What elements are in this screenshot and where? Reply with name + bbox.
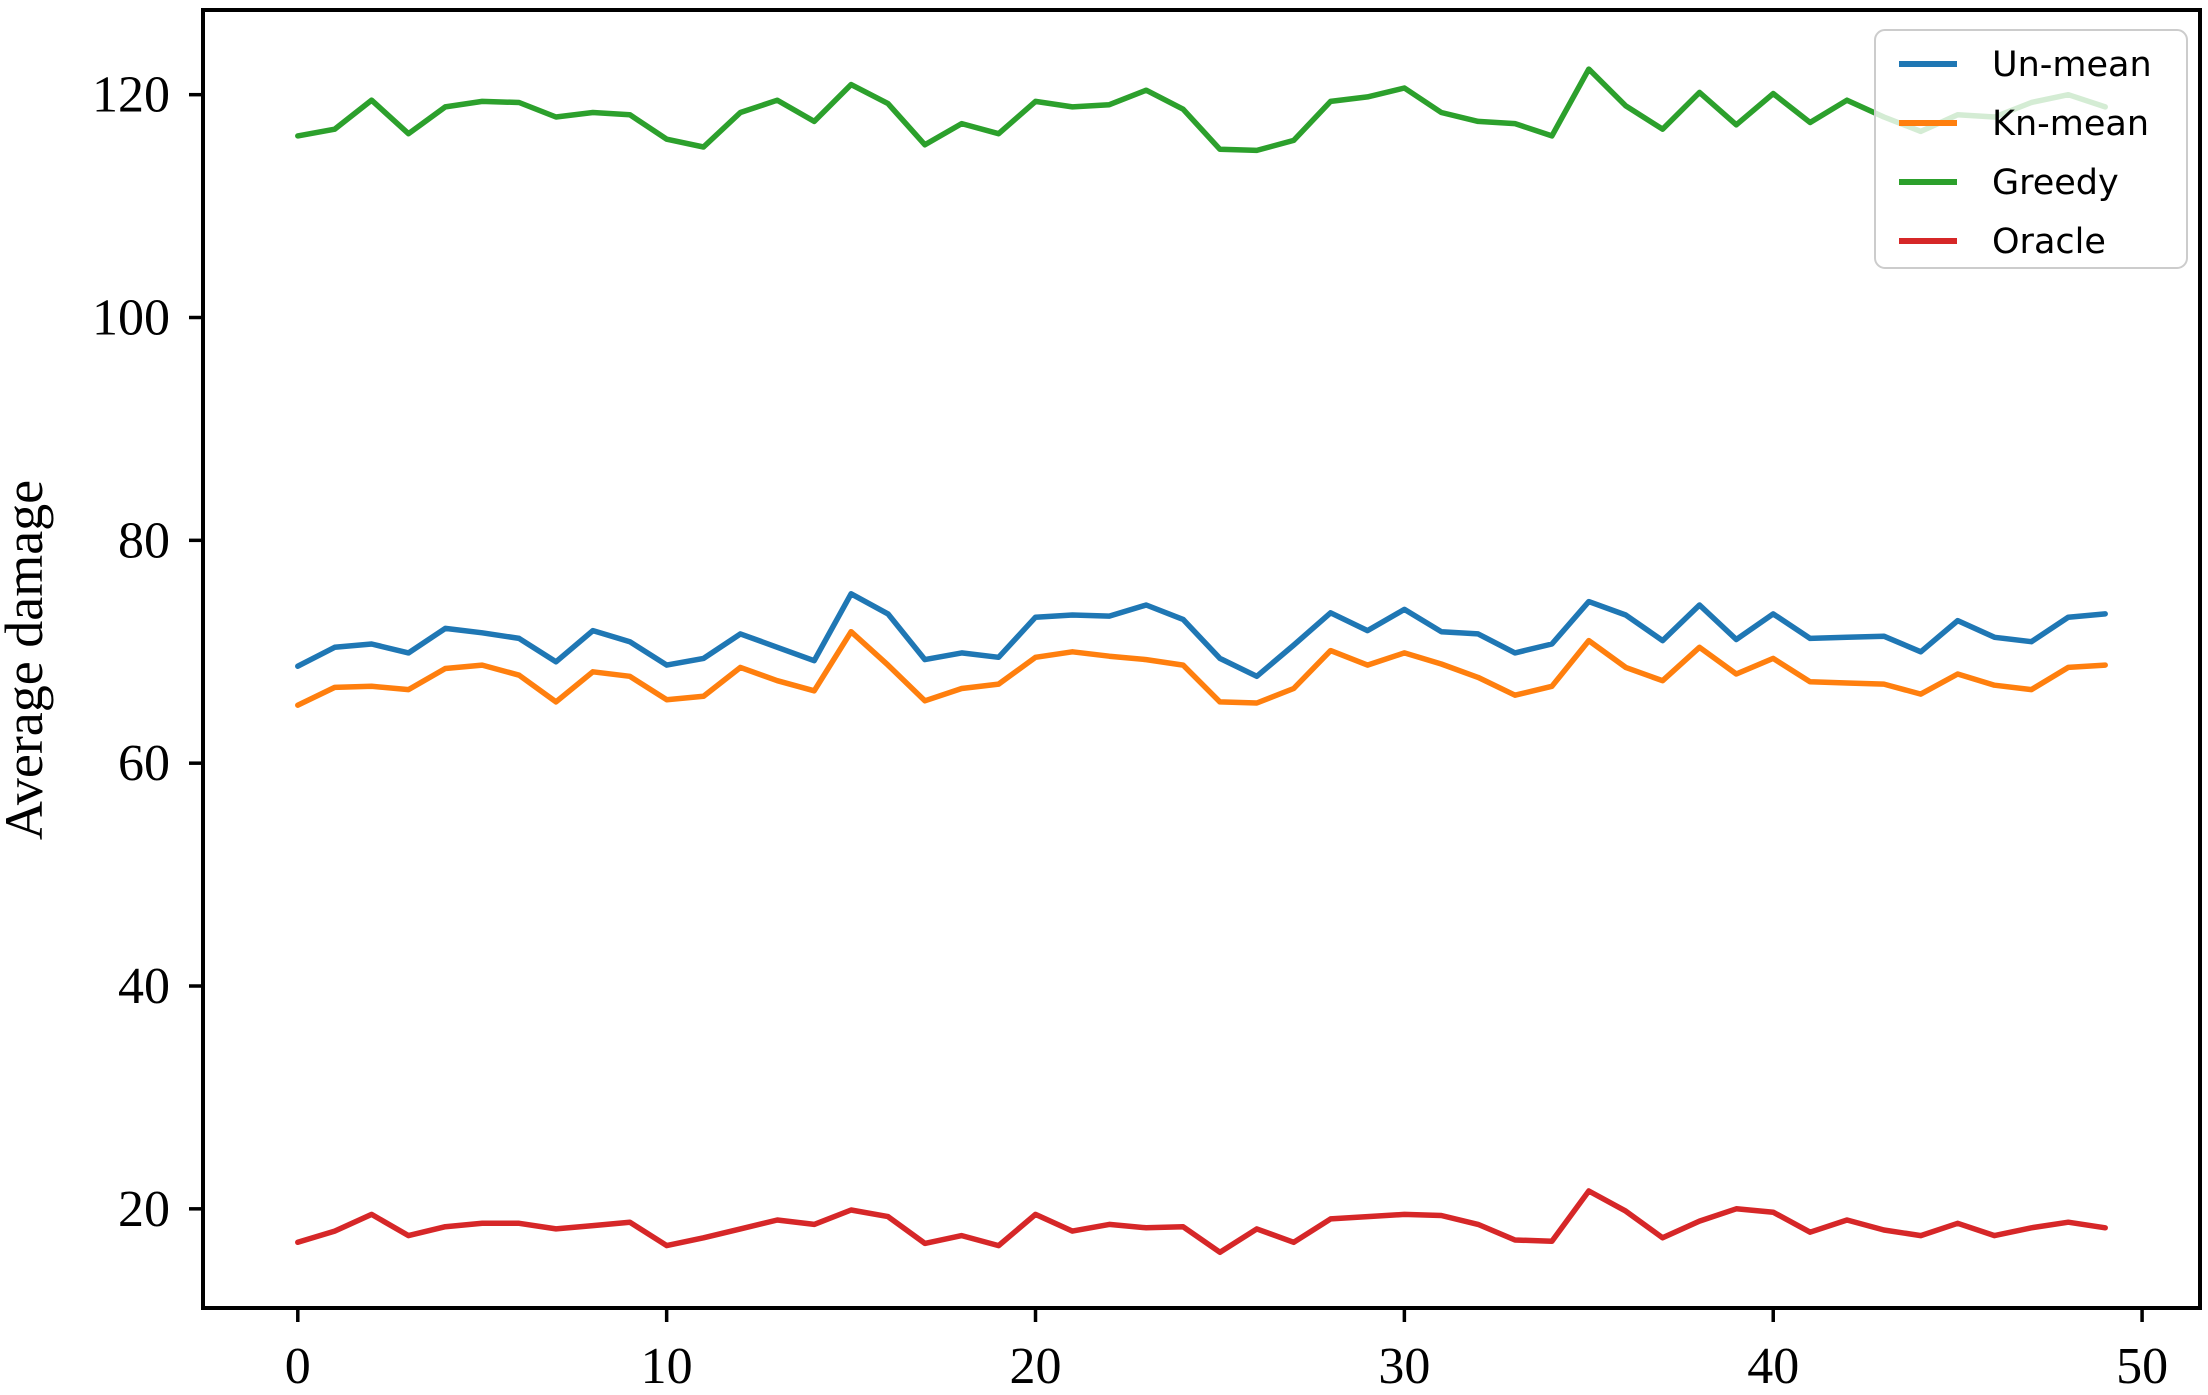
axes-spines [201,8,2202,1310]
y-tick-label-100: 100 [92,290,170,347]
x-tick-label-50: 50 [2116,1338,2168,1395]
series-line-kn-mean [295,628,2108,708]
legend-label-kn-mean: Kn-mean [1992,104,2149,144]
y-tick-label-20: 20 [118,1181,170,1238]
legend-label-un-mean: Un-mean [1992,45,2152,85]
x-tick-label-0: 0 [285,1338,311,1395]
series-line-greedy [295,66,2108,154]
legend-label-greedy: Greedy [1992,163,2119,203]
series-line-oracle [295,1188,2108,1256]
y-tick-label-120: 120 [92,67,170,124]
legend-label-oracle: Oracle [1992,222,2106,262]
x-tick-label-20: 20 [1010,1338,1062,1395]
legend-box [1874,29,2188,269]
y-axis-label: Average damage [0,480,54,840]
y-tick-label-60: 60 [118,735,170,792]
x-tick-label-30: 30 [1378,1338,1430,1395]
series-line-un-mean [295,591,2108,680]
y-tick-label-80: 80 [118,512,170,569]
x-tick-label-10: 10 [641,1338,693,1395]
y-tick-label-40: 40 [118,958,170,1015]
x-tick-label-40: 40 [1747,1338,1799,1395]
